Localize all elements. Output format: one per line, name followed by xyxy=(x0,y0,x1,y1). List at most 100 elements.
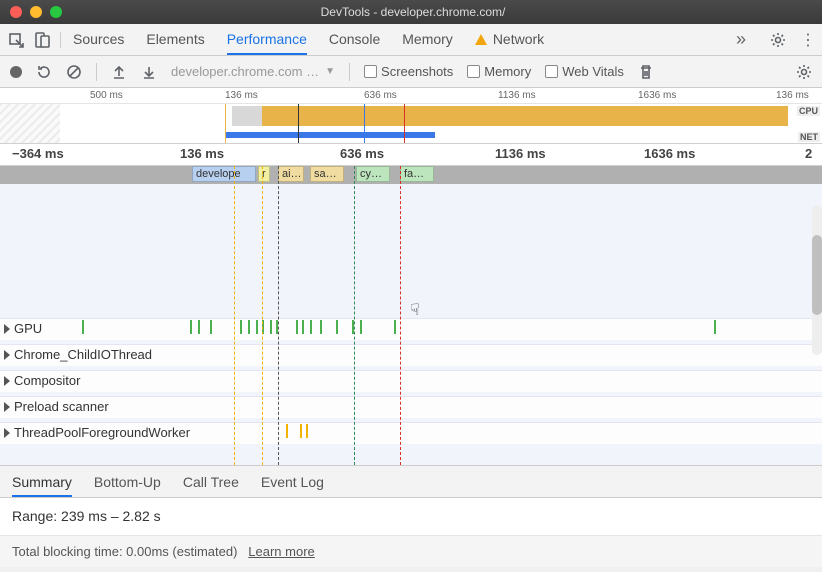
track-label[interactable]: ThreadPoolForegroundWorker xyxy=(4,425,190,440)
gpu-event[interactable] xyxy=(714,320,716,334)
minimize-icon[interactable] xyxy=(30,6,42,18)
flamechart[interactable]: Networkdeveloperai…sa…cy…fa…GPUChrome_Ch… xyxy=(0,166,822,466)
summary-tab-summary[interactable]: Summary xyxy=(12,474,72,497)
network-request[interactable]: sa… xyxy=(310,166,344,182)
gpu-event[interactable] xyxy=(320,320,322,334)
overview-tick: 500 ms xyxy=(90,90,123,101)
gpu-event[interactable] xyxy=(190,320,192,334)
track-label[interactable]: GPU xyxy=(4,321,42,336)
tab-memory[interactable]: Memory xyxy=(402,25,453,55)
window-titlebar: DevTools - developer.chrome.com/ xyxy=(0,0,822,24)
gpu-event[interactable] xyxy=(256,320,258,334)
track-label[interactable]: Compositor xyxy=(4,373,80,388)
trash-icon[interactable] xyxy=(638,64,654,80)
track-label[interactable]: Chrome_ChildIOThread xyxy=(4,347,152,362)
scrollbar-thumb[interactable] xyxy=(812,235,822,315)
network-request[interactable]: develope xyxy=(192,166,256,182)
recording-selector[interactable]: developer.chrome.com … ▼ xyxy=(171,64,335,79)
main-ruler[interactable]: −364 ms136 ms636 ms1136 ms1636 ms2 xyxy=(0,144,822,166)
kebab-icon[interactable]: ⋮ xyxy=(800,30,814,50)
gpu-event[interactable] xyxy=(270,320,272,334)
webvitals-checkbox[interactable]: Web Vitals xyxy=(545,64,624,79)
ruler-tick: 636 ms xyxy=(340,146,384,161)
gpu-event[interactable] xyxy=(310,320,312,334)
track-row[interactable] xyxy=(0,318,822,340)
threadpool-event[interactable] xyxy=(306,424,308,438)
device-toggle-icon[interactable] xyxy=(34,32,50,48)
ruler-tick: −364 ms xyxy=(12,146,64,161)
summary-tab-event-log[interactable]: Event Log xyxy=(261,474,324,490)
gpu-event[interactable] xyxy=(302,320,304,334)
gpu-event[interactable] xyxy=(296,320,298,334)
overview-tick: 136 ms xyxy=(776,90,809,101)
window-title: DevTools - developer.chrome.com/ xyxy=(62,5,764,19)
record-button[interactable] xyxy=(10,66,22,78)
track-network[interactable]: developer ai… sa… cy… fa… xyxy=(0,166,822,184)
traffic-lights xyxy=(10,6,62,18)
gpu-event[interactable] xyxy=(210,320,212,334)
clear-icon[interactable] xyxy=(66,64,82,80)
tab-sources[interactable]: Sources xyxy=(73,25,124,55)
memory-checkbox[interactable]: Memory xyxy=(467,64,531,79)
network-request[interactable]: cy… xyxy=(356,166,390,182)
network-request[interactable]: ai… xyxy=(278,166,304,182)
network-request[interactable]: fa… xyxy=(400,166,434,182)
footer-bar: Total blocking time: 0.00ms (estimated) … xyxy=(0,536,822,567)
gear-icon[interactable] xyxy=(770,32,786,48)
overview-tick: 1636 ms xyxy=(638,90,676,101)
overview-cpu-band xyxy=(262,106,788,126)
ruler-tick: 136 ms xyxy=(180,146,224,161)
gpu-event[interactable] xyxy=(198,320,200,334)
summary-tab-call-tree[interactable]: Call Tree xyxy=(183,474,239,490)
tab-elements[interactable]: Elements xyxy=(146,25,204,55)
recording-selector-label: developer.chrome.com … xyxy=(171,64,319,79)
gpu-event[interactable] xyxy=(240,320,242,334)
maximize-icon[interactable] xyxy=(50,6,62,18)
overview-marker xyxy=(404,104,405,143)
screenshots-checkbox[interactable]: Screenshots xyxy=(364,64,453,79)
gpu-event[interactable] xyxy=(82,320,84,334)
track-row[interactable] xyxy=(0,370,822,392)
tab-console[interactable]: Console xyxy=(329,25,380,55)
summary-tab-bottom-up[interactable]: Bottom-Up xyxy=(94,474,161,490)
track-label[interactable]: Preload scanner xyxy=(4,399,109,414)
tab-network[interactable]: Network xyxy=(475,25,544,55)
overview-marker xyxy=(225,104,226,143)
inspect-icon[interactable] xyxy=(8,32,24,48)
overview-timeline[interactable]: 500 ms136 ms636 ms1136 ms1636 ms136 ms C… xyxy=(0,88,822,144)
warning-icon xyxy=(475,34,487,45)
cpu-label: CPU xyxy=(797,106,820,116)
overview-tick: 636 ms xyxy=(364,90,397,101)
gpu-event[interactable] xyxy=(248,320,250,334)
chevron-down-icon: ▼ xyxy=(325,66,335,77)
gpu-event[interactable] xyxy=(394,320,396,334)
upload-icon[interactable] xyxy=(111,64,127,80)
devtools-tabstrip: Sources Elements Performance Console Memory N… xyxy=(0,24,822,56)
timeline-marker xyxy=(278,166,279,465)
gpu-event[interactable] xyxy=(360,320,362,334)
net-label: NET xyxy=(798,132,820,142)
tab-performance[interactable]: Performance xyxy=(227,25,307,55)
download-icon[interactable] xyxy=(141,64,157,80)
tbt-text: Total blocking time: 0.00ms (estimated) xyxy=(12,544,237,559)
gpu-event[interactable] xyxy=(336,320,338,334)
close-icon[interactable] xyxy=(10,6,22,18)
threadpool-event[interactable] xyxy=(286,424,288,438)
reload-icon[interactable] xyxy=(36,64,52,80)
overview-marker xyxy=(364,104,365,143)
track-row[interactable] xyxy=(0,396,822,418)
overview-ruler: 500 ms136 ms636 ms1136 ms1636 ms136 ms xyxy=(0,88,822,104)
ruler-tick: 1136 ms xyxy=(495,146,546,161)
timeline-marker xyxy=(234,166,235,465)
summary-panel: Range: 239 ms – 2.82 s xyxy=(0,498,822,536)
network-request[interactable]: r xyxy=(258,166,270,182)
tabs-container: Sources Elements Performance Console Memory N… xyxy=(73,25,736,55)
range-text: Range: 239 ms – 2.82 s xyxy=(12,508,161,524)
overview-tick: 136 ms xyxy=(225,90,258,101)
more-tabs-icon[interactable]: » xyxy=(736,29,746,50)
learn-more-link[interactable]: Learn more xyxy=(248,544,314,559)
threadpool-event[interactable] xyxy=(300,424,302,438)
overview-body xyxy=(0,104,822,143)
gear-icon[interactable] xyxy=(796,64,812,80)
perf-toolbar: developer.chrome.com … ▼ Screenshots Mem… xyxy=(0,56,822,88)
